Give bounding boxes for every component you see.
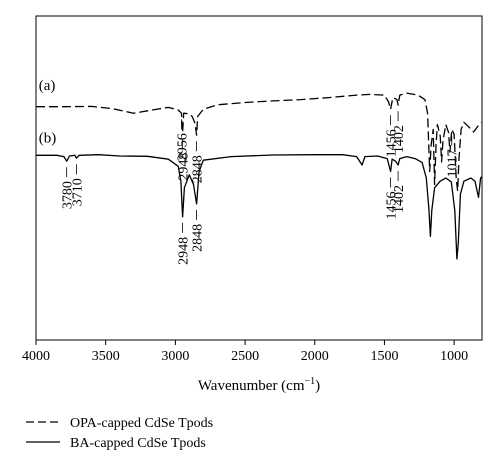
series-b-label: (b) [39,131,57,147]
peak-label: 1402 [392,125,407,153]
series-a-line [36,92,483,192]
series-a-label: (a) [39,78,56,94]
x-axis-label: Wavenumber (cm−1) [198,376,320,394]
peak-label: 1456 [385,129,400,157]
peak-label: 1402 [392,185,407,213]
spectra-curves [36,92,483,260]
peak-annotations: 2956294828481456140210173780371029482848… [61,111,461,265]
series-b-line [36,154,483,260]
plot-frame [35,15,483,341]
x-axis-ticks: 4000 3500 3000 2500 2000 1500 1000 [22,340,468,364]
legend-label-opa: OPA-capped CdSe Tpods [70,416,213,431]
x-tick-label: 4000 [22,349,50,364]
peak-label: 1017 [446,149,461,177]
x-tick-label: 2000 [301,349,329,364]
peak-label: 2948 [177,237,192,265]
peak-label: 2848 [191,224,206,252]
curve-labels: (a) (b) [39,78,57,147]
peak-label: 1456 [385,192,400,220]
x-tick-label: 3000 [161,349,189,364]
x-tick-label: 1500 [370,349,398,364]
x-tick-label: 1000 [440,349,468,364]
x-tick-label: 2500 [231,349,259,364]
legend-label-ba: BA-capped CdSe Tpods [70,436,206,451]
peak-label: 2848 [191,155,206,183]
x-tick-label: 3500 [92,349,120,364]
peak-label: 3710 [70,178,85,206]
peak-label: 3780 [61,181,76,209]
peak-label: 2948 [177,153,192,181]
legend: OPA-capped CdSe Tpods BA-capped CdSe Tpo… [26,416,213,451]
